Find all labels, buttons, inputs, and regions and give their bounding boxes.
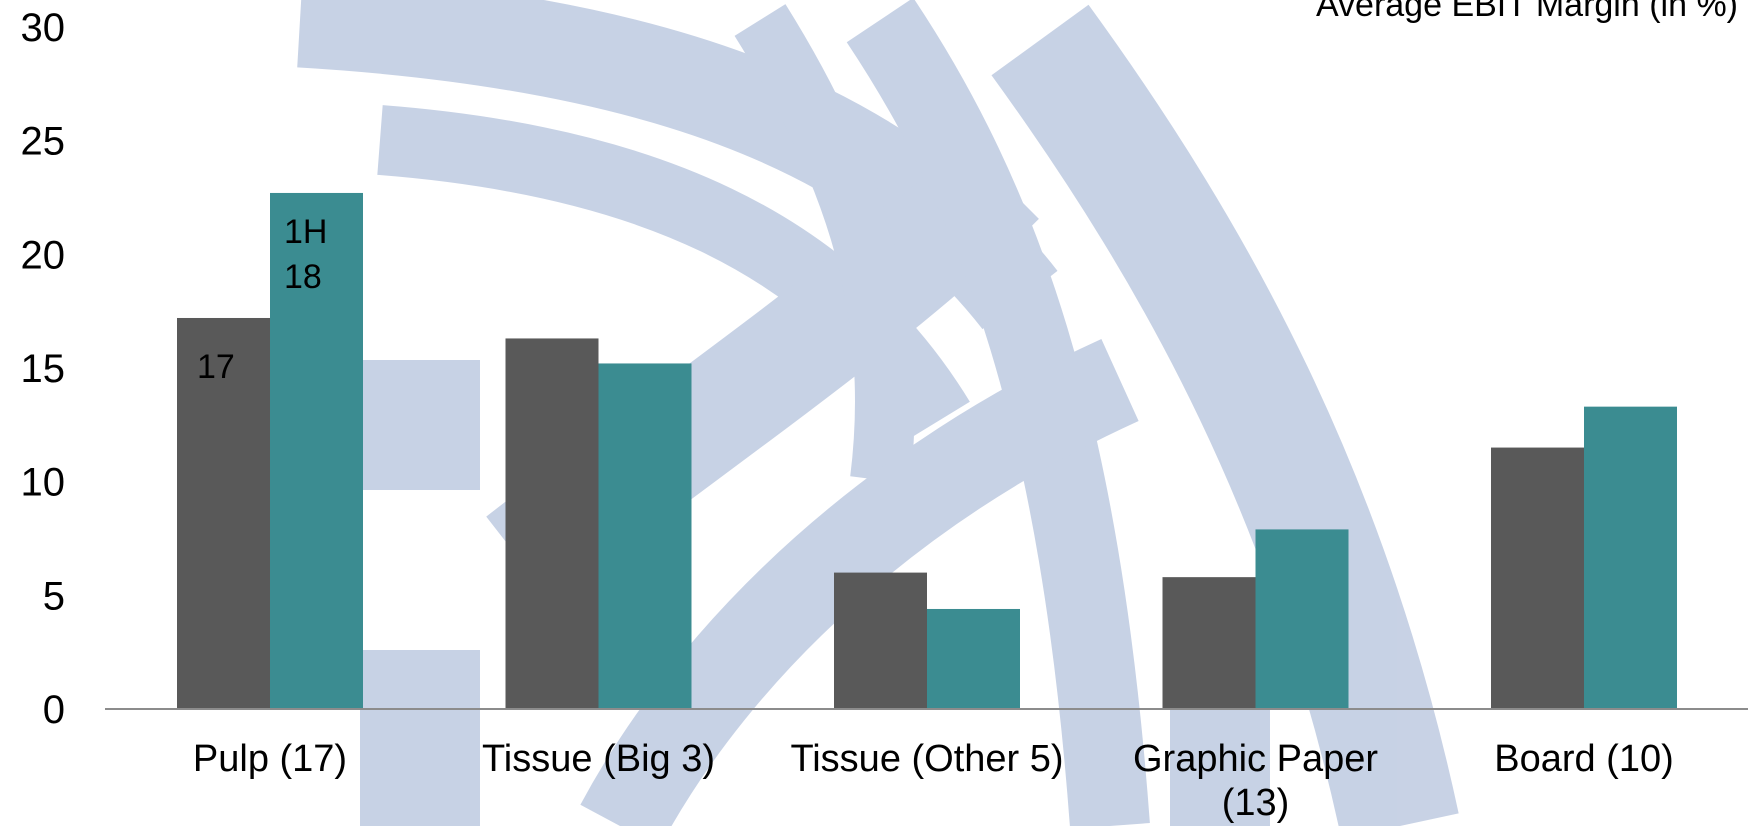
bar-series-2-1: [598, 363, 692, 709]
bar-series-2-2: [927, 608, 1020, 709]
x-category-label: Tissue (Other 5): [790, 738, 1063, 780]
y-tick-label: 30: [21, 6, 66, 50]
bars-group: [177, 192, 1677, 709]
bar-series-1-1: [505, 338, 599, 709]
data-label: 18: [284, 258, 322, 296]
y-tick-label: 5: [43, 574, 65, 618]
x-category-label: Board (10): [1494, 738, 1674, 780]
bar-series-2-4: [1584, 406, 1677, 709]
y-tick-label: 20: [21, 233, 66, 277]
data-label: 1H: [284, 213, 327, 251]
bar-series-1-0: [177, 317, 270, 709]
y-axis: 0 5 10 15 20 25 30: [21, 6, 66, 732]
x-category-label: (13): [1222, 782, 1290, 824]
y-tick-label: 25: [21, 120, 66, 164]
x-axis-labels: Pulp (17) Tissue (Big 3) Tissue (Other 5) G…: [193, 738, 1674, 824]
y-tick-label: 10: [21, 461, 66, 505]
x-category-label: Pulp (17): [193, 738, 347, 780]
bar-series-1-3: [1162, 577, 1256, 709]
data-label: 17: [197, 348, 235, 386]
x-category-label: Tissue (Big 3): [482, 738, 715, 780]
bar-series-2-3: [1255, 529, 1349, 709]
bar-series-1-2: [834, 572, 927, 709]
bar-series-2-0: [270, 192, 363, 709]
chart-title: Average EBIT Margin (in %): [1316, 0, 1738, 24]
x-category-label: Graphic Paper: [1133, 738, 1378, 780]
y-tick-label: 15: [21, 347, 66, 391]
y-tick-label: 0: [43, 688, 65, 732]
data-labels-group: 17 1H 18: [197, 213, 327, 386]
bar-series-1-4: [1491, 447, 1584, 709]
